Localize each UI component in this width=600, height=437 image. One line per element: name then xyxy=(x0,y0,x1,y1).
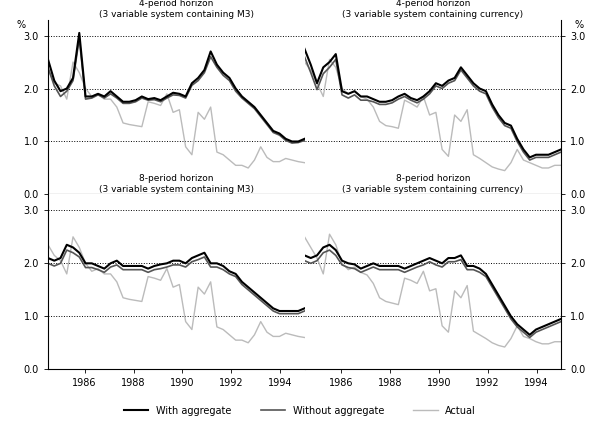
Text: %: % xyxy=(574,20,584,30)
Title: 4-period horizon
(3 variable system containing M3): 4-period horizon (3 variable system cont… xyxy=(99,0,254,19)
Legend: With aggregate, Without aggregate, Actual: With aggregate, Without aggregate, Actua… xyxy=(120,402,480,420)
Title: 4-period horizon
(3 variable system containing currency): 4-period horizon (3 variable system cont… xyxy=(342,0,523,19)
Text: %: % xyxy=(16,20,26,30)
Title: 8-period horizon
(3 variable system containing M3): 8-period horizon (3 variable system cont… xyxy=(99,174,254,194)
Title: 8-period horizon
(3 variable system containing currency): 8-period horizon (3 variable system cont… xyxy=(342,174,523,194)
